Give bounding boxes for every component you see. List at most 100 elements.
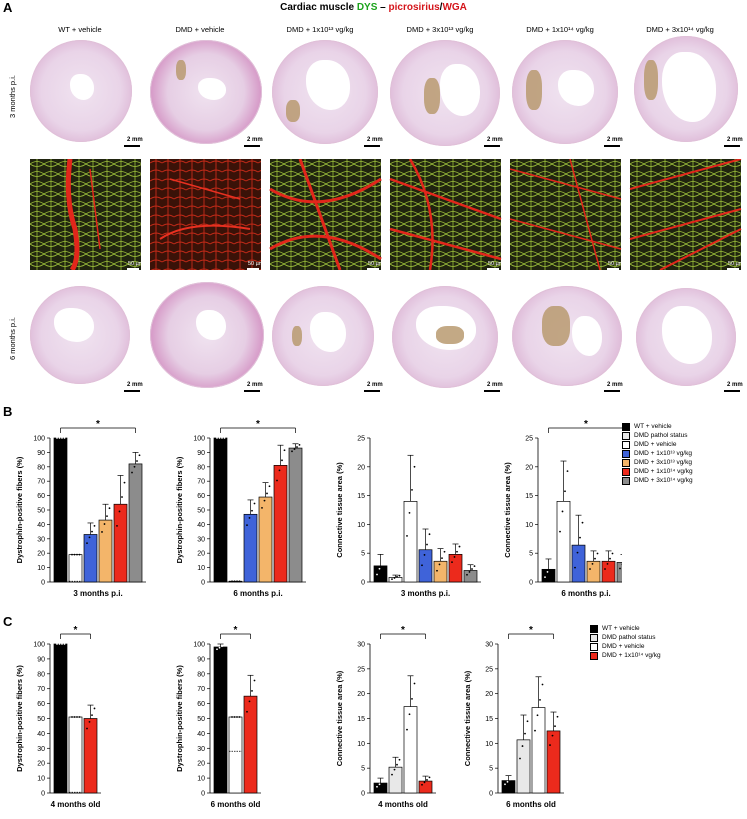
scale-label: 2 mm bbox=[727, 382, 743, 388]
data-point bbox=[106, 515, 108, 518]
bar bbox=[128, 463, 143, 583]
y-tick-label: 100 bbox=[33, 436, 45, 443]
chart-c3: Connective tissue area (%) 0 5 10 15 20 25 30 * 4… bbox=[335, 625, 436, 809]
legend-swatch bbox=[590, 642, 598, 651]
chart-b3: Connective tissue area (%) 0 5 10 15 20 25 3 mo… bbox=[335, 436, 481, 598]
column-label-dose-3e14: DMD + 3x10¹⁴ vg/kg bbox=[646, 25, 714, 34]
bar bbox=[571, 544, 586, 583]
significance-star: * bbox=[401, 625, 405, 636]
heart-section-dmd-6m bbox=[150, 282, 264, 388]
data-point bbox=[398, 574, 401, 577]
y-tick-label: 0 bbox=[201, 791, 205, 798]
data-point bbox=[266, 492, 268, 495]
legend-label: DMD + vehicle bbox=[634, 441, 677, 448]
legend-swatch bbox=[622, 440, 630, 449]
x-axis-label: 6 months p.i. bbox=[561, 589, 610, 598]
legend-label: DMD + 1x10¹⁴ vg/kg bbox=[634, 468, 693, 475]
data-point bbox=[61, 643, 63, 645]
figure-title: Cardiac muscle DYS – picrosirius/WGA bbox=[280, 2, 467, 13]
data-point bbox=[381, 780, 383, 783]
y-tick-label: 60 bbox=[37, 701, 45, 708]
data-point bbox=[574, 566, 576, 569]
y-tick-label: 25 bbox=[485, 666, 493, 673]
legend-swatch bbox=[622, 449, 630, 458]
data-point bbox=[468, 571, 471, 573]
data-point bbox=[536, 714, 539, 717]
legend-swatch bbox=[622, 422, 630, 431]
data-point bbox=[453, 556, 456, 558]
data-point bbox=[539, 698, 541, 701]
data-point bbox=[216, 648, 218, 651]
scale-label: 50 µm bbox=[368, 261, 384, 267]
y-tick-label: 30 bbox=[485, 642, 493, 649]
data-point bbox=[233, 580, 236, 583]
significance-star: * bbox=[256, 419, 260, 430]
y-axis-label: Connective tissue area (%) bbox=[335, 670, 344, 766]
data-point bbox=[549, 565, 551, 568]
data-point bbox=[383, 556, 386, 559]
data-point bbox=[396, 763, 398, 766]
data-point bbox=[63, 643, 66, 645]
bar bbox=[516, 739, 531, 794]
heart-section-wt-6m bbox=[30, 286, 130, 384]
heart-section-3e13-3m bbox=[390, 40, 500, 146]
data-point bbox=[443, 550, 446, 553]
y-tick-label: 0 bbox=[201, 580, 205, 587]
data-point bbox=[76, 553, 78, 556]
bar bbox=[373, 782, 388, 794]
legend-label: DMD + 3x10¹³ vg/kg bbox=[634, 459, 692, 466]
y-tick-label: 100 bbox=[33, 642, 45, 649]
data-point bbox=[283, 449, 286, 452]
y-tick-label: 30 bbox=[197, 746, 205, 753]
data-point bbox=[218, 646, 221, 649]
data-point bbox=[611, 552, 614, 555]
scale-bar bbox=[124, 145, 140, 147]
column-label-dose-1e13: DMD + 1x10¹³ vg/kg bbox=[286, 25, 354, 34]
y-tick-label: 90 bbox=[37, 656, 45, 663]
chart-c1: Dystrophin-positive fibers (%) 0 10 20 30 40 5… bbox=[15, 625, 101, 809]
legend-label: WT + vehicle bbox=[634, 423, 672, 430]
y-tick-label: 30 bbox=[37, 746, 45, 753]
data-point bbox=[76, 716, 78, 718]
y-tick-label: 0 bbox=[529, 580, 533, 587]
data-point bbox=[223, 643, 226, 646]
data-point bbox=[376, 573, 378, 576]
scale-label: 2 mm bbox=[607, 382, 623, 388]
heart-section-wt-3m bbox=[30, 40, 132, 142]
data-point bbox=[86, 542, 88, 545]
data-point bbox=[393, 768, 396, 771]
bar bbox=[273, 465, 288, 583]
scale-bar bbox=[604, 145, 620, 147]
scale-label: 50 µm bbox=[608, 261, 624, 267]
y-tick-label: 20 bbox=[485, 691, 493, 698]
data-point bbox=[456, 550, 458, 553]
y-axis-label: Dystrophin-positive fibers (%) bbox=[175, 456, 184, 563]
data-point bbox=[506, 780, 509, 783]
bar bbox=[98, 519, 113, 583]
data-point bbox=[63, 437, 66, 439]
bar bbox=[463, 570, 478, 583]
data-point bbox=[56, 643, 58, 645]
data-point bbox=[383, 778, 386, 781]
data-point bbox=[554, 725, 556, 728]
y-tick-label: 15 bbox=[357, 493, 365, 500]
data-point bbox=[298, 443, 301, 446]
y-tick-label: 100 bbox=[193, 436, 205, 443]
micrograph-3e14 bbox=[629, 159, 742, 270]
bar bbox=[501, 780, 516, 794]
scale-bar bbox=[124, 390, 140, 392]
data-point bbox=[93, 524, 96, 527]
heart-section-3e13-6m bbox=[392, 286, 498, 388]
x-axis-label: 3 months p.i. bbox=[73, 589, 122, 598]
panel-b-letter: B bbox=[3, 404, 13, 419]
legend-label: DMD + 3x10¹⁴ vg/kg bbox=[634, 477, 693, 484]
y-tick-label: 20 bbox=[197, 551, 205, 558]
data-point bbox=[561, 510, 564, 513]
data-point bbox=[541, 683, 544, 686]
heart-section-3e14-3m bbox=[634, 36, 738, 142]
legend-label: DMD pathol status bbox=[602, 634, 656, 641]
data-point bbox=[121, 496, 123, 498]
chart-c4: Connective tissue area (%) 0 5 10 15 20 25 30 * 6… bbox=[463, 625, 564, 809]
y-axis-label: Connective tissue area (%) bbox=[503, 462, 512, 558]
legend-item: DMD pathol status bbox=[622, 431, 693, 440]
